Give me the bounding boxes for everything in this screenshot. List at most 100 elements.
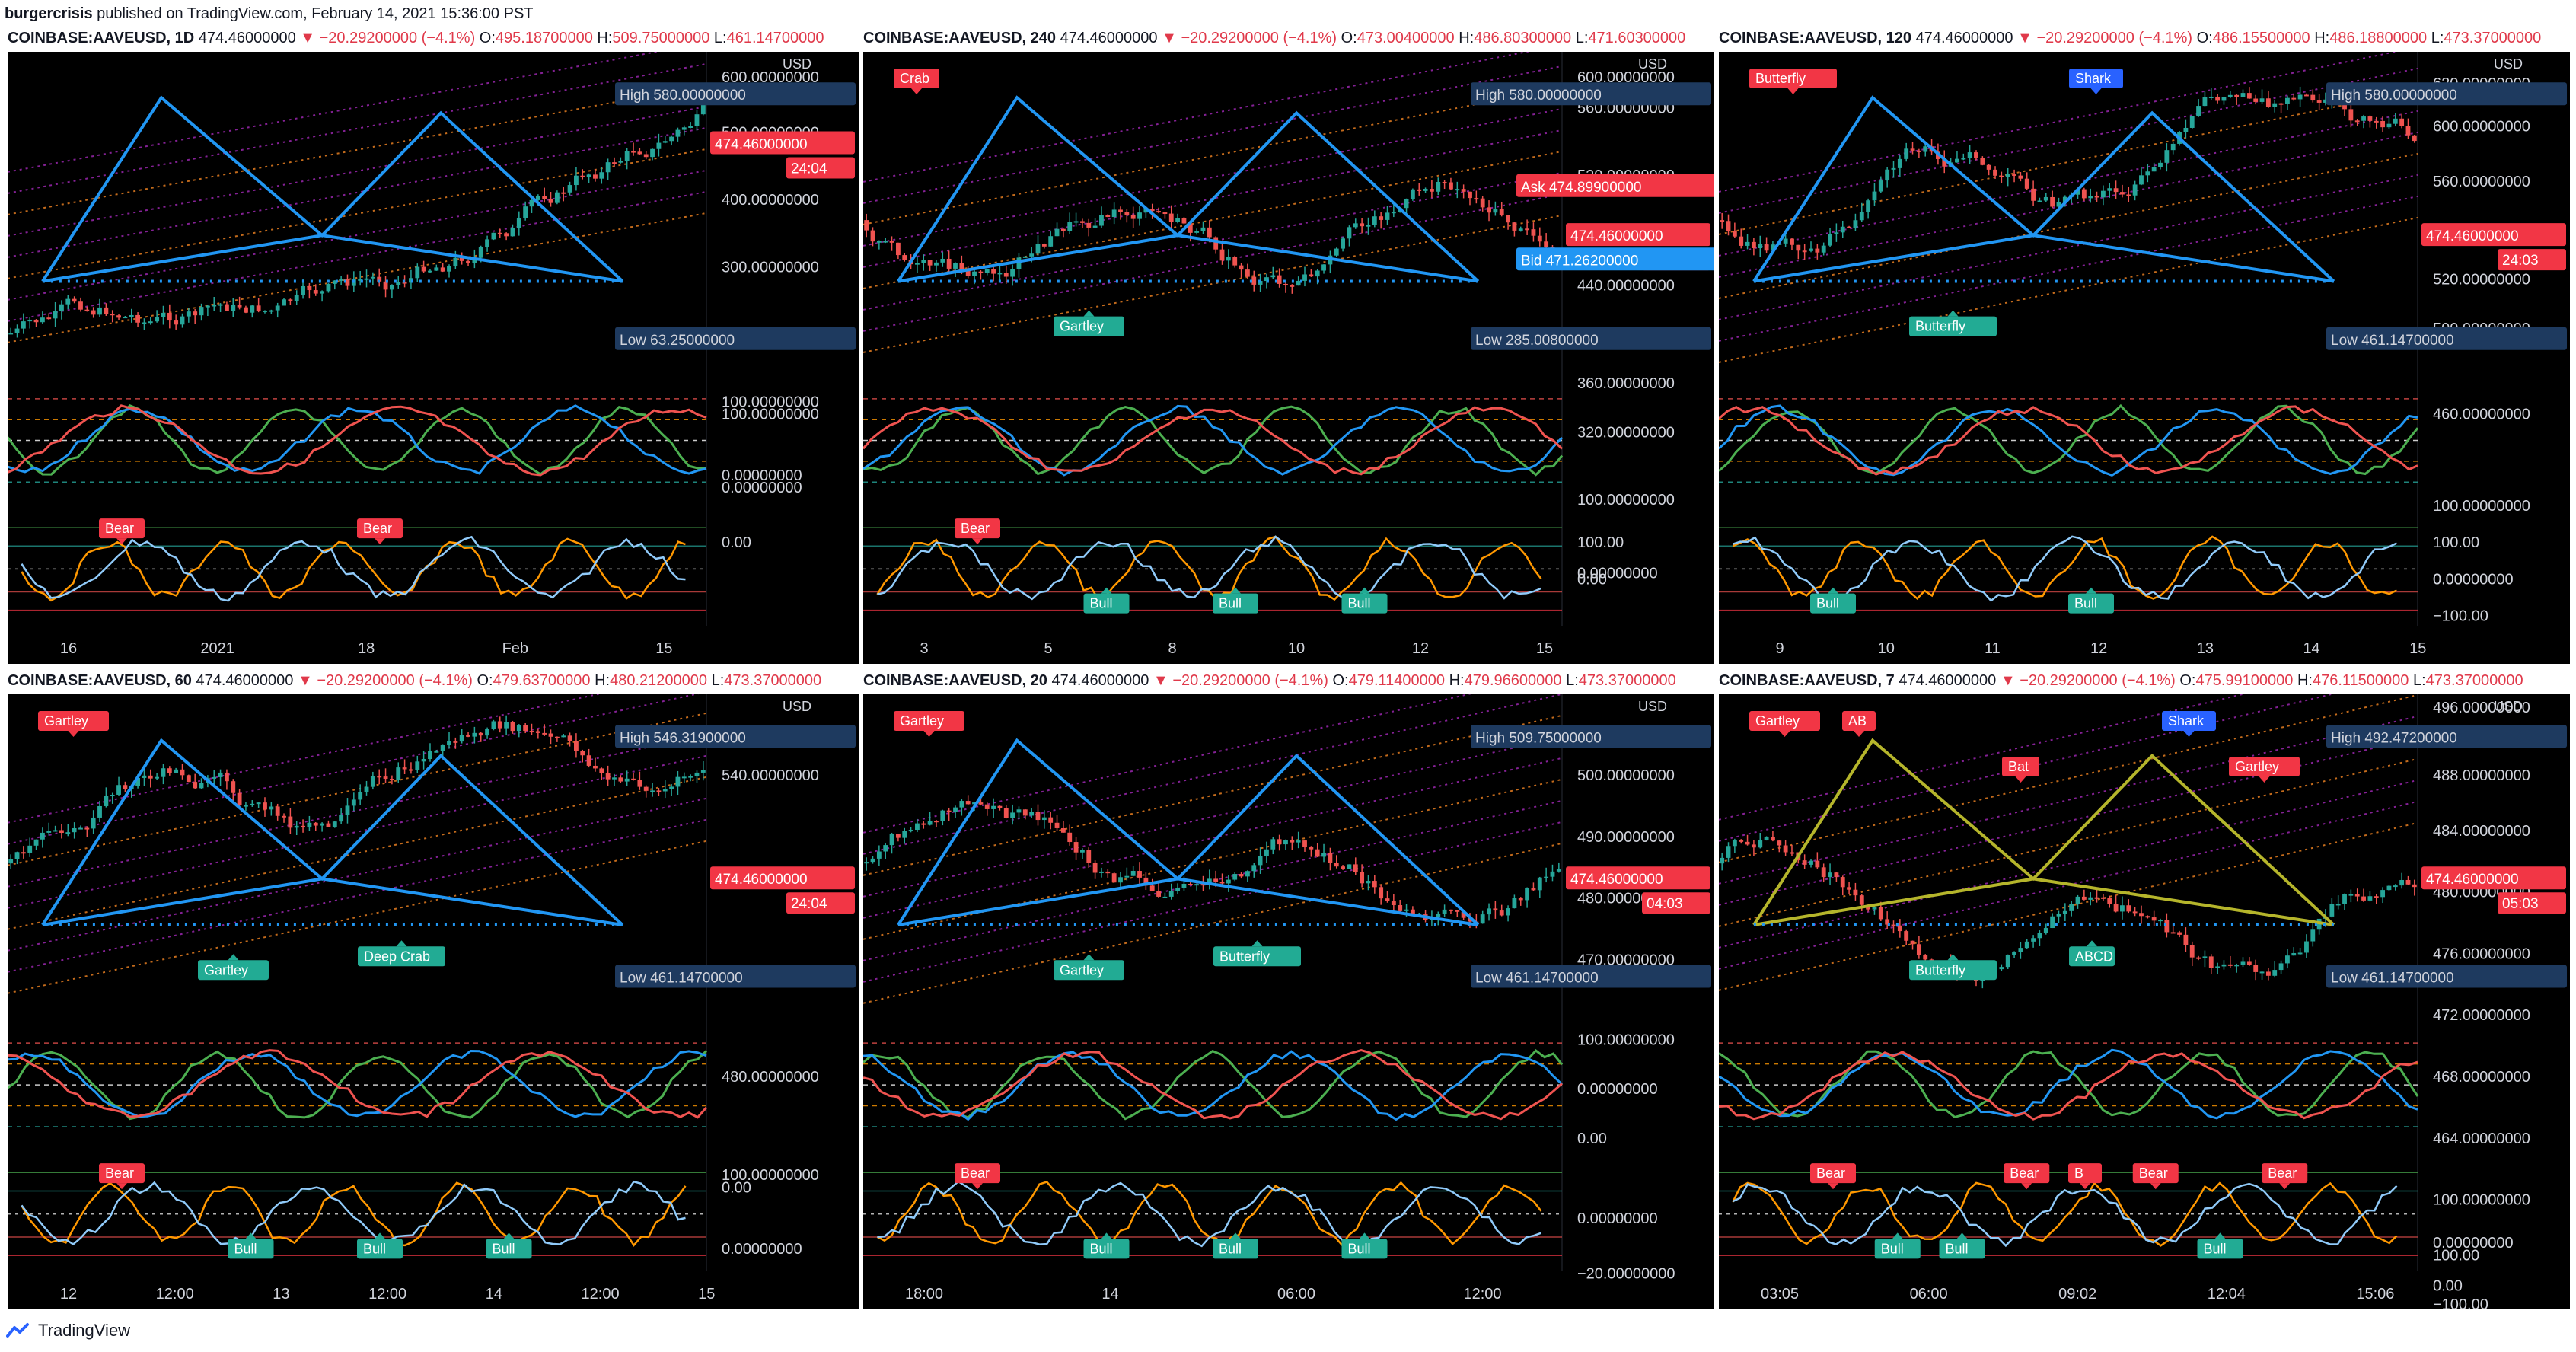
chart-panel-2[interactable]: USD600.00000000560.00000000520.000000004… bbox=[863, 52, 1714, 664]
signal-badge-bear[interactable]: Bear bbox=[955, 518, 1000, 545]
pattern-badge-abcd[interactable]: ABCD bbox=[2069, 940, 2115, 967]
pattern-badge-gartley[interactable]: Gartley bbox=[198, 954, 269, 981]
symbol-title[interactable]: COINBASE:AAVEUSD, 7 bbox=[1719, 672, 1895, 689]
oscillator-panel-1 bbox=[1719, 398, 2419, 483]
high-price-tag-text: High 509.75000000 bbox=[1475, 730, 1602, 746]
signal-badge-bear[interactable]: Bear bbox=[1810, 1163, 1856, 1190]
signal-badge-bull[interactable]: Bull bbox=[2068, 587, 2114, 614]
pitchfork-channels bbox=[8, 52, 707, 343]
chart-panel-5[interactable]: USD 500.00000000 490.00000000 480.00000000 4… bbox=[863, 694, 1714, 1309]
high-value: 479.96600000 bbox=[1464, 672, 1562, 689]
last-price-tag: 474.46000000 bbox=[710, 866, 855, 890]
price-tick: 440.00000000 bbox=[1577, 278, 1675, 295]
pattern-badge-crab[interactable]: Crab bbox=[894, 69, 939, 94]
pattern-badge-shark[interactable]: Shark bbox=[2162, 711, 2216, 737]
signal-badge-bull[interactable]: Bull bbox=[1341, 587, 1388, 614]
pattern-badge-ab[interactable]: AB bbox=[1842, 711, 1876, 737]
price-scale[interactable]: USD500.00000000490.00000000480.000000004… bbox=[1577, 699, 1675, 1283]
signal-badge-bull[interactable]: Bull bbox=[1213, 1232, 1258, 1259]
pattern-badge-gartley-text: Gartley bbox=[900, 713, 944, 729]
time-axis[interactable]: 12 12:00 13 12:00 14 12:00 15 bbox=[60, 1286, 716, 1303]
signal-badge-bear[interactable]: Bear bbox=[2262, 1163, 2308, 1190]
tradingview-footer[interactable]: TradingView bbox=[6, 1319, 130, 1343]
price-change: −20.29200000 (−4.1%) bbox=[2036, 30, 2193, 46]
chart-panel-3[interactable]: USD620.00000000600.00000000560.000000005… bbox=[1719, 52, 2570, 664]
chart-panel-6[interactable]: USD 496.00000000 488.00000000 484.00000000 4… bbox=[1719, 694, 2570, 1309]
chart-canvas[interactable]: USD600.00000000560.00000000520.000000004… bbox=[863, 52, 1714, 664]
time-axis[interactable]: 16 2021 18 Feb 15 bbox=[60, 640, 673, 657]
symbol-title[interactable]: COINBASE:AAVEUSD, 60 bbox=[8, 672, 192, 689]
chart-canvas[interactable]: USD540.00000000520.00000000500.000000004… bbox=[8, 694, 859, 1309]
pattern-badge-deep-crab[interactable]: Deep Crab bbox=[358, 940, 445, 967]
pattern-badge-gartley[interactable]: Gartley bbox=[1054, 310, 1124, 336]
chart-panel-4[interactable]: USD540.00000000520.00000000500.000000004… bbox=[8, 694, 859, 1309]
pattern-badge-butterfly[interactable]: Butterfly bbox=[1909, 310, 1997, 336]
ask-price-tag-text: Ask 474.89900000 bbox=[1521, 180, 1641, 196]
price-tick: 472.00000000 bbox=[2433, 1007, 2530, 1024]
symbol-title[interactable]: COINBASE:AAVEUSD, 120 bbox=[1719, 30, 1912, 46]
signal-badge-bull-text: Bull bbox=[1090, 596, 1113, 611]
pattern-badge-gartley[interactable]: Gartley bbox=[1054, 954, 1124, 981]
signal-badge-bull[interactable]: Bull bbox=[1083, 587, 1130, 614]
time-tick: 15 bbox=[2409, 640, 2426, 657]
symbol-title[interactable]: COINBASE:AAVEUSD, 20 bbox=[863, 672, 1047, 689]
signal-badge-bear[interactable]: Bear bbox=[2132, 1163, 2179, 1190]
signal-badge-bull-text: Bull bbox=[1348, 596, 1371, 611]
time-axis[interactable]: 03:05 06:00 09:02 12:04 15:06 bbox=[1761, 1286, 2394, 1303]
pattern-badge-bat[interactable]: Bat bbox=[2002, 757, 2039, 783]
signal-badge-bull[interactable]: Bull bbox=[1810, 587, 1856, 614]
signal-badge-bull[interactable]: Bull bbox=[1213, 587, 1258, 614]
signal-badge-bear[interactable]: Bear bbox=[99, 1163, 145, 1190]
symbol-title[interactable]: COINBASE:AAVEUSD, 240 bbox=[863, 30, 1057, 46]
pattern-badge-deep-crab-text: Deep Crab bbox=[364, 949, 430, 964]
price-tick: 100.00000000 bbox=[1577, 1032, 1675, 1048]
signal-badge-bear[interactable]: Bear bbox=[357, 518, 403, 545]
signal-badge-bear[interactable]: Bear bbox=[955, 1163, 1000, 1190]
time-axis[interactable]: 18:00 14 06:00 12:00 bbox=[905, 1286, 1502, 1303]
last-price-tag: 474.46000000 bbox=[1566, 866, 1710, 890]
pattern-badge-abcd-text: ABCD bbox=[2075, 949, 2113, 964]
signal-badge-bear[interactable]: B bbox=[2068, 1163, 2102, 1190]
pattern-badge-gartley[interactable]: Gartley bbox=[38, 711, 109, 737]
pattern-badge-butterfly[interactable]: Butterfly bbox=[1213, 940, 1301, 967]
publisher-user[interactable]: burgercrisis bbox=[5, 5, 93, 22]
pattern-badge-gartley[interactable]: Gartley bbox=[1749, 711, 1820, 737]
pattern-badge-gartley[interactable]: Gartley bbox=[894, 711, 964, 737]
time-axis[interactable]: 3 5 8 10 12 15 bbox=[920, 640, 1553, 657]
time-tick: 16 bbox=[60, 640, 77, 657]
pattern-badge-shark[interactable]: Shark bbox=[2069, 69, 2123, 94]
price-tick: −20.00000000 bbox=[1577, 1266, 1675, 1283]
high-label: H: bbox=[2297, 672, 2313, 689]
chart-panel-1[interactable]: USD600.00000000500.00000000400.000000003… bbox=[8, 52, 859, 664]
signal-badge-bear[interactable]: Bear bbox=[99, 518, 145, 545]
time-tick: 14 bbox=[486, 1286, 502, 1303]
pattern-badge-butterfly[interactable]: Butterfly bbox=[1749, 69, 1837, 94]
chart-canvas[interactable]: USD600.00000000500.00000000400.000000003… bbox=[8, 52, 859, 664]
signal-badge-bull[interactable]: Bull bbox=[2197, 1232, 2243, 1259]
time-tick: 9 bbox=[1775, 640, 1784, 657]
signal-badge-bull[interactable]: Bull bbox=[228, 1232, 274, 1259]
price-scale[interactable]: USD600.00000000560.00000000520.000000004… bbox=[1577, 56, 1675, 588]
signal-badge-bull[interactable]: Bull bbox=[1341, 1232, 1388, 1259]
signal-badge-bull[interactable]: Bull bbox=[1874, 1232, 1921, 1259]
symbol-title[interactable]: COINBASE:AAVEUSD, 1D bbox=[8, 30, 195, 46]
time-axis[interactable]: 9 10 11 12 13 14 15 bbox=[1775, 640, 2426, 657]
price-tick: 600.00000000 bbox=[1577, 69, 1675, 86]
bar-countdown-text: 24:04 bbox=[791, 896, 827, 912]
price-scale[interactable]: USD600.00000000500.00000000400.000000003… bbox=[722, 56, 819, 551]
signal-badge-bear-text: Bear bbox=[961, 521, 990, 536]
signal-badge-bull[interactable]: Bull bbox=[1939, 1232, 1985, 1259]
low-price-tag: Low 461.14700000 bbox=[1471, 965, 1711, 988]
pattern-badge-gartley[interactable]: Gartley bbox=[2229, 757, 2300, 783]
signal-badge-bear[interactable]: Bear bbox=[2004, 1163, 2050, 1190]
pattern-badge-butterfly[interactable]: Butterfly bbox=[1909, 954, 1997, 981]
signal-badge-bull[interactable]: Bull bbox=[486, 1232, 532, 1259]
signal-badge-bull[interactable]: Bull bbox=[357, 1232, 403, 1259]
chart-canvas[interactable]: USD500.00000000490.00000000480.000000004… bbox=[863, 694, 1714, 1309]
chart-canvas[interactable]: USD620.00000000600.00000000560.000000005… bbox=[1719, 52, 2570, 664]
price-tick: 480.00000000 bbox=[722, 1069, 819, 1086]
panel-header-1: COINBASE:AAVEUSD, 1D 474.46000000 ▼ −20.… bbox=[8, 26, 859, 50]
signal-badge-bull[interactable]: Bull bbox=[1083, 1232, 1130, 1259]
